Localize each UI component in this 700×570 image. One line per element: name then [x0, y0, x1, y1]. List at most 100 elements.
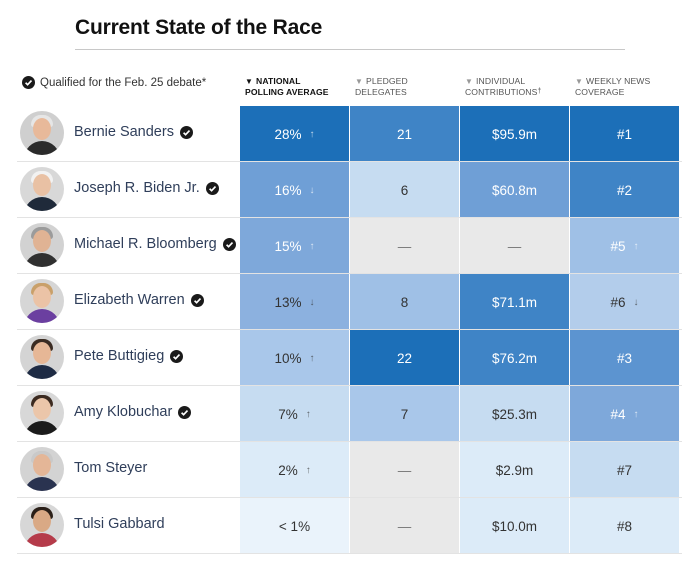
row-divider	[17, 385, 682, 386]
table-row: Elizabeth Warren 13% ↓ 8 $71.1m #6 ↓	[17, 274, 682, 330]
cell-value: #8	[616, 518, 633, 534]
table-cell-news: #5 ↑	[570, 218, 679, 274]
avatar	[20, 223, 64, 267]
legend-text: Qualified for the Feb. 25 debate*	[40, 76, 207, 89]
down-triangle-icon: ▼	[355, 77, 364, 86]
table-cell-delegates: 8	[350, 274, 459, 330]
table-cell-poll: 28% ↑	[240, 106, 349, 162]
table-cell-contrib: $60.8m	[460, 162, 569, 218]
candidate-name: Elizabeth Warren	[74, 292, 204, 308]
candidate-name: Bernie Sanders	[74, 124, 193, 140]
table-row: Tom Steyer 2% ↑ — $2.9m #7	[17, 442, 682, 498]
down-triangle-icon: ▼	[465, 77, 474, 86]
row-divider	[17, 217, 682, 218]
title-divider	[75, 49, 625, 50]
candidate-name-text: Joseph R. Biden Jr.	[74, 180, 200, 196]
candidate-name-text: Bernie Sanders	[74, 124, 174, 140]
table-cell-poll: 15% ↑	[240, 218, 349, 274]
check-circle-icon	[22, 76, 35, 89]
qualified-legend: Qualified for the Feb. 25 debate*	[22, 76, 206, 89]
cell-value: 6	[400, 182, 409, 198]
table-cell-news: #2	[570, 162, 679, 218]
table-cell-poll: 10% ↑	[240, 330, 349, 386]
arrow-up-icon: ↑	[305, 408, 311, 420]
candidate-name: Michael R. Bloomberg	[74, 236, 236, 252]
cell-value: $60.8m	[491, 182, 538, 198]
table-cell-contrib: $71.1m	[460, 274, 569, 330]
candidate-name-text: Amy Klobuchar	[74, 404, 173, 420]
arrow-up-icon: ↑	[305, 464, 311, 476]
table-cell-contrib: $25.3m	[460, 386, 569, 442]
cell-value: 7	[400, 406, 409, 422]
cell-value: —	[397, 462, 412, 478]
table-cell-contrib: $95.9m	[460, 106, 569, 162]
avatar	[20, 111, 64, 155]
arrow-down-icon: ↓	[309, 296, 315, 308]
check-circle-icon	[222, 237, 236, 251]
cell-value: —	[397, 518, 412, 534]
cell-value: —	[397, 238, 412, 254]
page-title: Current State of the Race	[75, 16, 323, 39]
cell-value: #7	[616, 462, 633, 478]
cell-value: 22	[396, 350, 413, 366]
cell-value: #1	[616, 126, 633, 142]
table-cell-contrib: —	[460, 218, 569, 274]
cell-value: $25.3m	[491, 406, 538, 422]
table-cell-delegates: —	[350, 218, 459, 274]
cell-value: #6	[610, 294, 626, 310]
cell-value: < 1%	[278, 518, 311, 534]
table-cell-news: #3	[570, 330, 679, 386]
avatar	[20, 279, 64, 323]
table-cell-poll: 16% ↓	[240, 162, 349, 218]
candidate-name: Amy Klobuchar	[74, 404, 192, 420]
arrow-up-icon: ↑	[633, 240, 639, 252]
avatar	[20, 447, 64, 491]
cell-value: 10%	[274, 350, 302, 366]
check-circle-icon	[179, 125, 193, 139]
column-header-news[interactable]: ▼ Weekly News Coverage	[575, 76, 651, 97]
candidate-name: Tom Steyer	[74, 460, 147, 476]
cell-value: 28%	[274, 126, 302, 142]
candidate-name-text: Elizabeth Warren	[74, 292, 185, 308]
cell-value: $76.2m	[491, 350, 538, 366]
cell-value: #3	[616, 350, 633, 366]
table-row: Tulsi Gabbard < 1% — $10.0m #8	[17, 498, 682, 554]
table-cell-contrib: $2.9m	[460, 442, 569, 498]
check-circle-icon	[170, 349, 184, 363]
check-circle-icon	[190, 293, 204, 307]
table-cell-delegates: 7	[350, 386, 459, 442]
row-divider	[17, 329, 682, 330]
check-circle-icon	[178, 405, 192, 419]
candidate-name: Joseph R. Biden Jr.	[74, 180, 219, 196]
table-row: Michael R. Bloomberg 15% ↑ — — #5 ↑	[17, 218, 682, 274]
column-header-contributions[interactable]: ▼ Individual Contributions†	[465, 76, 542, 97]
column-header-delegates[interactable]: ▼ Pledged Delegates	[355, 76, 408, 97]
check-circle-icon	[205, 181, 219, 195]
table-cell-news: #7	[570, 442, 679, 498]
table-row: Amy Klobuchar 7% ↑ 7 $25.3m #4 ↑	[17, 386, 682, 442]
table-cell-poll: 2% ↑	[240, 442, 349, 498]
avatar	[20, 391, 64, 435]
arrow-down-icon: ↓	[633, 296, 639, 308]
table-cell-news: #1	[570, 106, 679, 162]
row-divider	[17, 553, 682, 554]
cell-value: 21	[396, 126, 413, 142]
cell-value: 8	[400, 294, 409, 310]
table-row: Bernie Sanders 28% ↑ 21 $95.9m #1	[17, 106, 682, 162]
table-cell-poll: 13% ↓	[240, 274, 349, 330]
cell-value: #5	[610, 238, 626, 254]
down-triangle-icon: ▼	[245, 77, 254, 86]
cell-value: 2%	[278, 462, 298, 478]
table-cell-delegates: —	[350, 498, 459, 554]
arrow-down-icon: ↓	[309, 184, 315, 196]
table-cell-contrib: $10.0m	[460, 498, 569, 554]
table-cell-contrib: $76.2m	[460, 330, 569, 386]
row-divider	[17, 161, 682, 162]
candidate-name-text: Pete Buttigieg	[74, 348, 165, 364]
arrow-up-icon: ↑	[309, 352, 315, 364]
table-cell-delegates: 6	[350, 162, 459, 218]
cell-value: $10.0m	[491, 518, 538, 534]
avatar	[20, 503, 64, 547]
table-cell-news: #8	[570, 498, 679, 554]
column-header-polling[interactable]: ▼ National Polling Average	[245, 76, 329, 97]
